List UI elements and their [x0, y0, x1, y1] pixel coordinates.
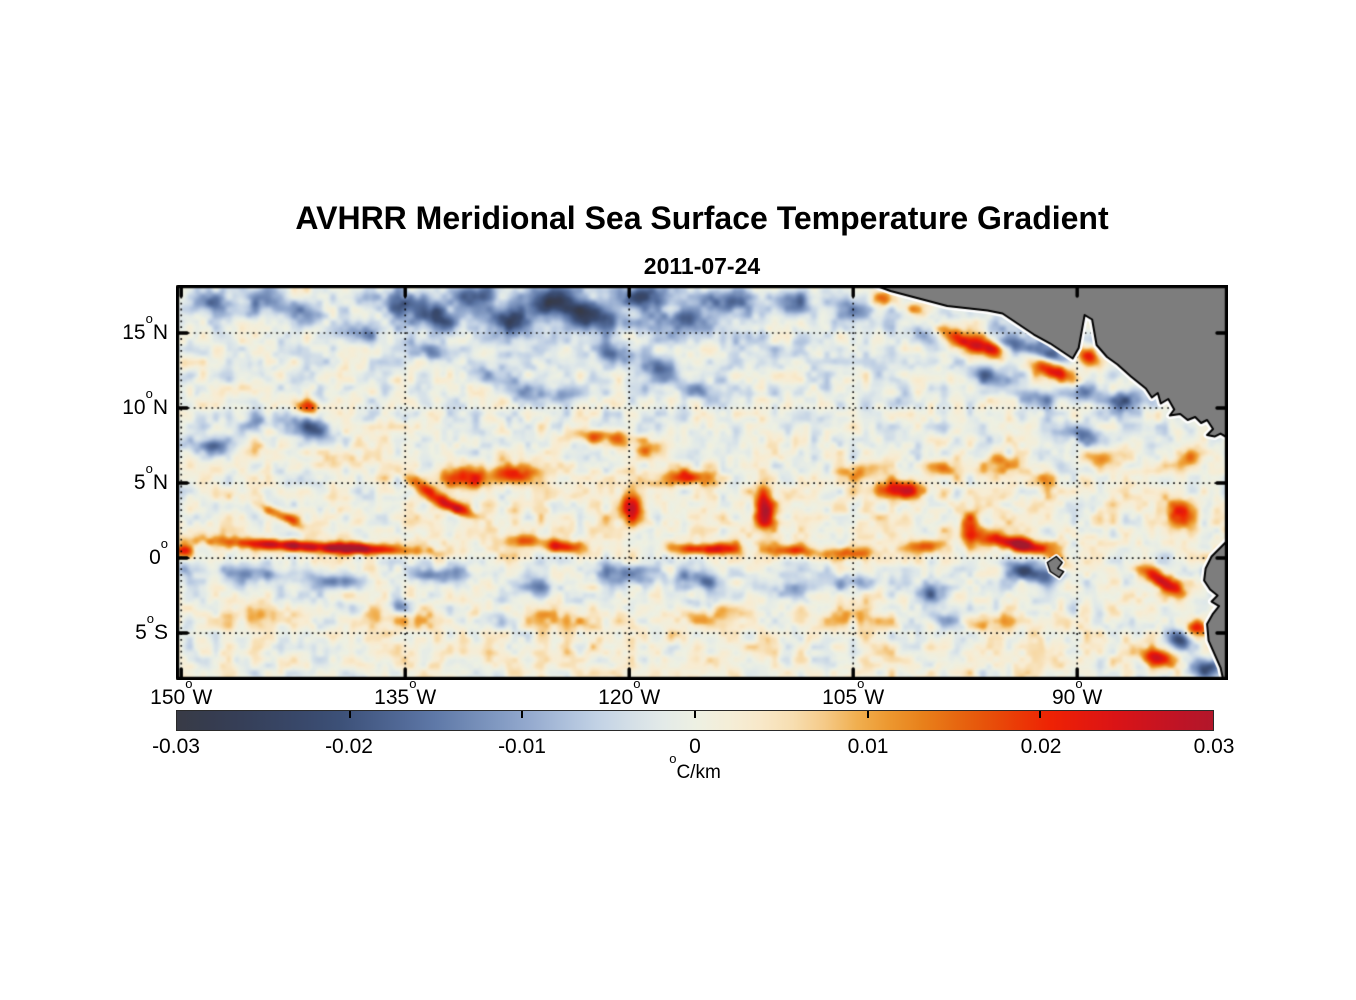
- y-tick-label: 0o: [149, 536, 168, 570]
- colorbar-tick: [866, 711, 869, 718]
- colorbar-tick-label: -0.01: [498, 735, 546, 758]
- y-tick-label: 10oN: [122, 386, 168, 419]
- map-area: [176, 285, 1228, 680]
- colorbar-tick: [348, 711, 351, 718]
- y-tick-label: 15oN: [122, 311, 168, 344]
- x-tick-label: 105oW: [822, 676, 885, 709]
- colorbar-tick-label: 0.02: [1020, 735, 1062, 758]
- colorbar-tick-label: 0.03: [1193, 735, 1235, 758]
- colorbar-unit-label: oC/km: [669, 750, 721, 783]
- chart-date: 2011-07-24: [643, 253, 761, 279]
- sst-gradient-heatmap: [176, 285, 1228, 680]
- y-tick-label: 5oN: [133, 461, 168, 495]
- colorbar-tick-label: -0.03: [152, 735, 200, 758]
- x-tick-label: 135oW: [374, 676, 437, 709]
- y-tick-label: 5oS: [135, 611, 168, 645]
- x-tick-label: 150oW: [150, 676, 213, 709]
- x-tick-label: 120oW: [598, 676, 661, 709]
- chart-title: AVHRR Meridional Sea Surface Temperature…: [295, 200, 1109, 236]
- colorbar: [176, 710, 1214, 731]
- colorbar-tick: [1039, 711, 1042, 718]
- colorbar-tick-label: 0: [689, 735, 701, 758]
- colorbar-tick-label: 0.01: [847, 735, 889, 758]
- x-tick-label: 90oW: [1051, 676, 1103, 709]
- colorbar-tick: [521, 711, 524, 718]
- colorbar-tick-label: -0.02: [325, 735, 373, 758]
- colorbar-tick: [694, 711, 696, 718]
